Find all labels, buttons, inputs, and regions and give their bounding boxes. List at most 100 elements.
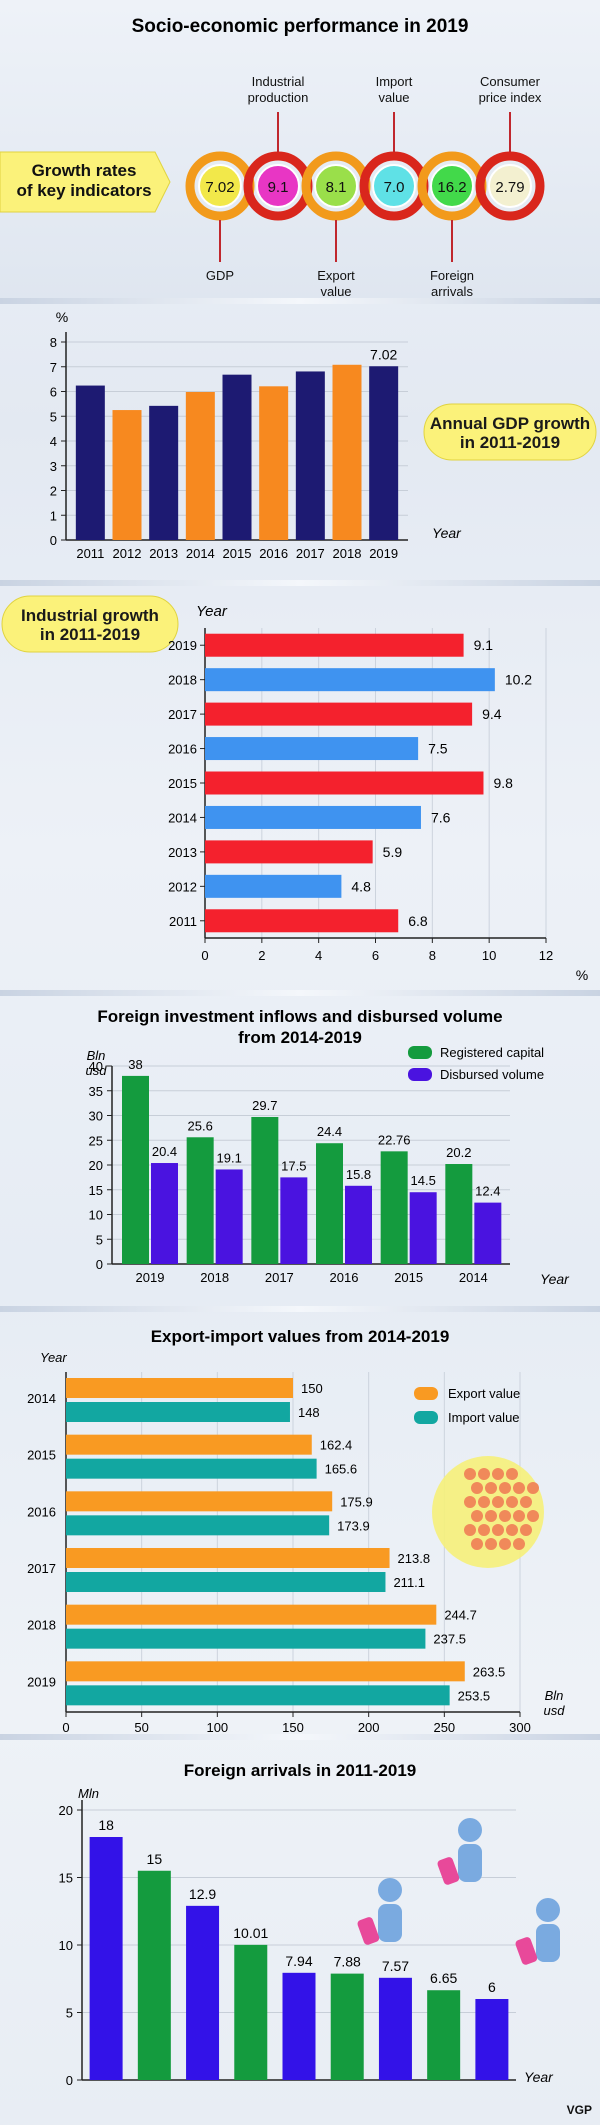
bar-registered-2016 [316,1143,343,1264]
legend-label: Export value [448,1386,520,1401]
bar-3 [234,1944,268,2080]
industrial-growth-chart: Industrial growth in 2011-2019 Year 0 2 4 6 8 10… [1,595,588,983]
bar-import-2014 [66,1402,290,1422]
y-tick-label: 20 [89,1158,103,1173]
x-tick-label: 100 [206,1720,228,1734]
data-label: 165.6 [325,1462,358,1477]
bar-2011 [205,909,399,933]
x-tick-label: 0 [201,948,208,963]
data-label: 10.01 [233,1925,268,1941]
suitcase [357,1917,380,1945]
indicator-label: Consumer price index [479,74,542,105]
indicator-value: 8.1 [326,179,347,196]
bar-registered-2017 [251,1116,279,1264]
y-tick-label: 0 [96,1257,103,1272]
globe-dot [478,1524,490,1536]
bar-2011 [75,385,105,540]
export-import-chart: Export-import values from 2014-2019 Year 0… [27,1327,565,1734]
x-tick-label: 2018 [333,546,362,561]
x-tick-label: 8 [429,948,436,963]
y-tick-label: 2012 [168,879,197,894]
x-axis-label: Year [540,1271,570,1287]
bar-2019 [369,366,399,540]
arrivals-title: Foreign arrivals in 2011-2019 [184,1761,416,1780]
data-label: 253.5 [458,1688,491,1703]
bar-disbursed-2016 [345,1185,372,1264]
indicator-circle [372,164,416,208]
suitcase [437,1857,460,1885]
x-axis-label: Year [432,525,462,541]
fdi-chart: Foreign investment inflows and disbursed… [86,1007,571,1287]
data-label: 15.8 [346,1167,371,1182]
x-axis-label: % [576,967,588,983]
globe-dot [464,1496,476,1508]
data-label: 25.6 [188,1118,213,1133]
indicator-value: 7.02 [205,179,234,196]
globe-dot [499,1510,511,1522]
globe-dot [464,1468,476,1480]
data-label: 6.65 [430,1970,457,1986]
x-tick-label: 50 [134,1720,148,1734]
data-label: 17.5 [281,1158,306,1173]
data-label: 38 [128,1057,142,1072]
data-label: 9.8 [493,775,513,791]
bar-2018 [205,668,495,692]
x-tick-label: 2011 [76,546,104,561]
globe-dot [520,1496,532,1508]
legend-label: Registered capital [440,1045,544,1060]
bar-4 [282,1972,316,2080]
globe-dot [464,1524,476,1536]
y-tick-label: 2018 [27,1618,56,1633]
globe-dot [478,1468,490,1480]
data-label: 7.02 [370,346,397,362]
indicator-circle [430,164,474,208]
y-tick-label: 2011 [169,914,197,929]
y-tick-label: 25 [89,1133,103,1148]
suitcase [515,1937,538,1965]
x-tick-label: 10 [482,948,496,963]
data-label: 7.6 [431,809,451,825]
gdp-title-badge-bg [423,403,597,461]
y-tick-label: 10 [89,1208,103,1223]
bar-import-2015 [66,1458,317,1479]
data-label: 173.9 [337,1518,370,1533]
y-tick-label: 5 [96,1232,103,1247]
x-tick-label: 2019 [369,546,398,561]
data-label: 162.4 [320,1438,353,1453]
data-label: 18 [98,1817,114,1833]
x-tick-label: 2014 [459,1270,488,1285]
y-tick-label: 2017 [27,1561,56,1576]
y-tick-label: 0 [66,2073,73,2088]
globe-dot [499,1482,511,1494]
traveller-icon [357,1878,402,1945]
y-tick-label: 2015 [27,1448,56,1463]
data-label: 6.8 [408,913,428,929]
indicator-value: 16.2 [437,179,466,196]
y-axis-label: Year [196,603,228,620]
bar-2014 [205,805,421,829]
legend-swatch [414,1411,438,1424]
bar-disbursed-2015 [409,1192,437,1264]
bar-2015 [222,374,252,540]
bar-registered-2014 [445,1164,473,1264]
x-tick-label: 2019 [136,1270,165,1285]
bar-import-2017 [66,1572,386,1592]
bar-registered-2018 [186,1137,214,1264]
bar-2017 [295,371,325,540]
legend-label: Import value [448,1410,520,1425]
x-tick-label: 2015 [223,546,252,561]
bar-2 [186,1905,220,2080]
indicator-label: Foreign arrivals [430,268,474,299]
bar-0 [89,1837,123,2080]
x-tick-label: 0 [62,1720,69,1734]
bar-2012 [205,874,342,898]
x-tick-label: 2016 [259,546,288,561]
y-tick-label: 1 [50,508,57,523]
globe-dot [471,1510,483,1522]
bar-import-2018 [66,1628,426,1649]
y-tick-label: 4 [50,434,57,449]
traveller-icon [437,1818,482,1885]
data-label: 7.5 [428,741,448,757]
bar-export-2016 [66,1491,333,1512]
y-tick-label: 8 [50,335,57,350]
